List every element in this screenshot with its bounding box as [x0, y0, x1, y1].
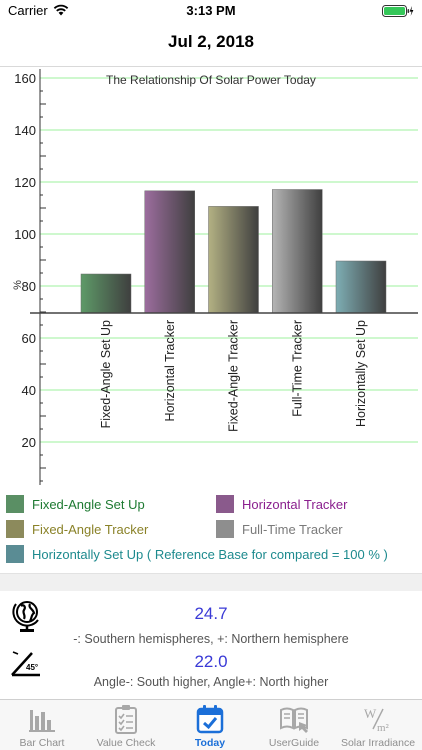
y-tick-label: 40 [22, 383, 36, 398]
bar [335, 260, 387, 314]
carrier-label: Carrier [8, 3, 48, 18]
wifi-icon [53, 4, 69, 16]
tab-bar: Bar Chart Value Check Today UserGuide [0, 699, 422, 750]
tab-label: UserGuide [268, 737, 320, 749]
legend-item: Horizontally Set Up ( Reference Base for… [6, 544, 388, 564]
angle-icon: 45° [11, 651, 40, 677]
y-tick-label: 140 [14, 123, 36, 138]
legend-label: Fixed-Angle Set Up [32, 496, 145, 512]
legend-swatch [6, 495, 24, 513]
x-tick-label: Fixed-Angle Tracker [227, 320, 241, 432]
legend-item: Full-Time Tracker [216, 519, 343, 539]
x-tick-label: Horizontally Set Up [354, 320, 368, 427]
y-tick-label: 20 [22, 435, 36, 450]
bar-chart-icon [29, 710, 55, 732]
checklist-icon [115, 705, 137, 734]
tab-label: Value Check [96, 737, 156, 749]
nav-title: Jul 2, 2018 [167, 32, 254, 51]
irradiance-m-text: m² [377, 722, 390, 734]
legend-label: Full-Time Tracker [242, 521, 343, 537]
tab-label: Today [194, 737, 226, 749]
x-tick-label: Fixed-Angle Set Up [99, 320, 113, 428]
tab-value-check[interactable]: Value Check [84, 700, 168, 750]
globe-icon [12, 601, 39, 632]
tab-label: Bar Chart [19, 737, 65, 749]
battery-icon [382, 5, 414, 17]
bar [80, 273, 132, 314]
y-axis-label: % [12, 280, 24, 290]
status-time: 3:13 PM [186, 3, 236, 18]
legend-label: Fixed-Angle Tracker [32, 521, 149, 537]
legend-swatch [6, 545, 24, 563]
y-tick-label: 120 [14, 175, 36, 190]
legend-label: Horizontal Tracker [242, 496, 348, 512]
y-tick-label: 80 [22, 279, 36, 294]
irradiance-w-text: W [364, 706, 377, 721]
irradiance-icon: W m² [364, 706, 390, 734]
tab-bar-chart[interactable]: Bar Chart [0, 700, 84, 750]
book-icon [280, 707, 308, 733]
angle-value: 22.0 [194, 652, 228, 671]
x-tick-label: Horizontal Tracker [163, 320, 177, 421]
latitude-note: -: Southern hemispheres, +: Northern hem… [73, 632, 349, 646]
y-tick-label: 160 [14, 71, 36, 86]
legend-swatch [216, 495, 234, 513]
legend-label: Horizontally Set Up ( Reference Base for… [32, 546, 388, 562]
bar [144, 190, 195, 314]
latitude-value: 24.7 [194, 604, 228, 623]
tab-solar-irradiance[interactable]: W m² Solar Irradiance [336, 700, 420, 750]
x-tick-label: Full-Time Tracker [290, 320, 304, 417]
tab-today[interactable]: Today [168, 700, 252, 750]
y-tick-label: 100 [14, 227, 36, 242]
angle-note: Angle-: South higher, Angle+: North high… [93, 675, 329, 689]
solar-power-bar-chart: 20 40 60 80 100 120 140 160 Fixed-Angle Set Up Ho… [12, 69, 418, 485]
legend-item: Horizontal Tracker [216, 494, 347, 514]
chart-title: The Relationship Of Solar Power Today [106, 73, 316, 87]
section-divider [0, 573, 422, 591]
legend-item: Fixed-Angle Set Up [6, 494, 145, 514]
nav-divider [0, 66, 422, 67]
angle-icon-text: 45° [26, 663, 38, 672]
tab-label: Solar Irradiance [340, 737, 416, 749]
legend-swatch [216, 520, 234, 538]
calendar-icon [196, 705, 224, 734]
status-bar: Carrier 3:13 PM [0, 0, 422, 24]
bar [272, 189, 323, 314]
legend-swatch [6, 520, 24, 538]
legend-item: Fixed-Angle Tracker [6, 519, 148, 539]
bar [208, 206, 259, 314]
tab-user-guide[interactable]: UserGuide [252, 700, 336, 750]
y-tick-label: 60 [22, 331, 36, 346]
